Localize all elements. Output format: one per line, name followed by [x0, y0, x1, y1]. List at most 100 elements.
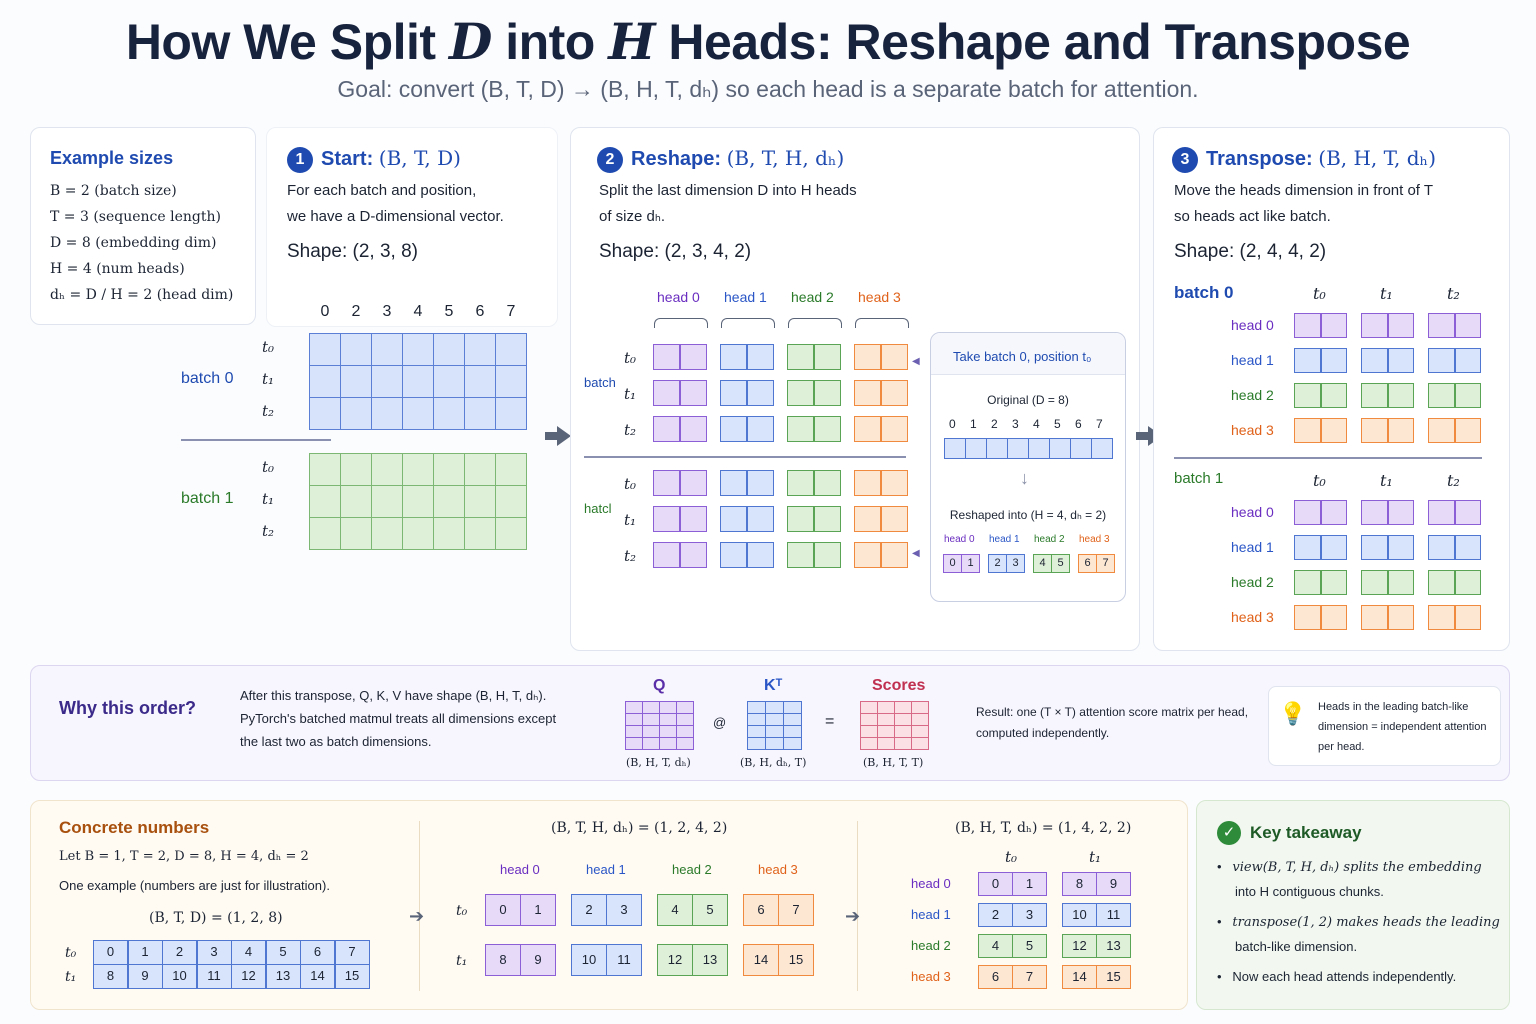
value-cell: 2 — [978, 903, 1013, 927]
grid-cell — [309, 453, 341, 486]
col-label: t₁ — [1380, 471, 1393, 490]
head-label: head 2 — [1034, 534, 1065, 545]
pair-cell — [1428, 418, 1455, 443]
pair-cell — [787, 344, 814, 370]
vector-cell — [1028, 438, 1050, 459]
value-cell: 5 — [1012, 934, 1047, 958]
step1-panel: 1 Start: (B, T, D) For each batch and pos… — [266, 127, 558, 327]
head-label: head 1 — [724, 289, 767, 305]
batch-label: hatcl — [584, 501, 612, 516]
pair-cell: 6 — [1078, 554, 1097, 573]
grid-cell — [309, 397, 341, 430]
grid-cell — [371, 397, 403, 430]
value-cell: 13 — [1096, 934, 1131, 958]
pair-cell — [1294, 500, 1321, 525]
example-title: Example sizes — [50, 148, 174, 168]
pair-cell: 0 — [943, 554, 962, 573]
pair-cell — [1387, 500, 1414, 525]
step2-desc: Split the last dimension D into H heads o… — [599, 182, 857, 225]
value-cell: 6 — [743, 894, 779, 926]
grid-cell — [495, 485, 527, 518]
col-label: t₀ — [1313, 471, 1326, 490]
pair-cell — [1428, 570, 1455, 595]
head-label: head 0 — [911, 876, 951, 891]
row-label: t₀ — [262, 458, 275, 476]
value-cell: 9 — [1096, 872, 1131, 896]
grid-cell — [340, 333, 372, 366]
pair-cell — [747, 506, 774, 532]
kt-cell — [747, 737, 766, 750]
pair-cell — [720, 344, 747, 370]
row-label: t₂ — [262, 402, 275, 420]
col-label: 4 — [413, 303, 423, 320]
pair-cell — [814, 470, 841, 496]
pair-cell — [1320, 605, 1347, 630]
vector-cell — [1091, 438, 1113, 459]
value-cell: 4 — [657, 894, 693, 926]
row-label: t₁ — [456, 953, 468, 969]
pair-cell — [814, 542, 841, 568]
pair-cell — [787, 416, 814, 442]
pair-cell — [720, 416, 747, 442]
grid-cell — [402, 517, 434, 550]
pair-cell — [1294, 348, 1321, 373]
pair-cell: 4 — [1033, 554, 1052, 573]
value-cell: 1 — [1012, 872, 1047, 896]
vector-cell — [1007, 438, 1029, 459]
pair-cell — [881, 344, 908, 370]
head-label: head 3 — [1231, 422, 1274, 438]
head-label: head 0 — [657, 289, 700, 305]
pair-cell — [881, 416, 908, 442]
pair-cell — [1454, 500, 1481, 525]
lightbulb-icon: 💡 — [1279, 701, 1307, 726]
row-label: t₀ — [624, 475, 637, 493]
row-label: t₀ — [456, 903, 468, 919]
pair-cell — [680, 416, 707, 442]
value-cell: 11 — [196, 964, 232, 989]
pair-cell — [1428, 605, 1455, 630]
pair-cell: 3 — [1006, 554, 1025, 573]
grid-cell — [340, 365, 372, 398]
pair-cell — [720, 380, 747, 406]
pair-cell — [720, 506, 747, 532]
head-label: head 1 — [989, 534, 1020, 545]
value-cell: 2 — [162, 940, 197, 965]
concrete-title: Concrete numbers — [59, 818, 210, 837]
arrow-icon: ➔ — [409, 906, 425, 926]
value-cell: 7 — [334, 940, 370, 965]
head-label: head 1 — [1231, 352, 1274, 368]
pair-cell — [1361, 348, 1388, 373]
pair-cell: 1 — [961, 554, 980, 573]
value-cell: 15 — [334, 964, 370, 989]
head-label: head 0 — [944, 534, 975, 545]
col-label: t₂ — [1447, 284, 1460, 303]
pair-cell — [1294, 570, 1321, 595]
pair-cell — [1387, 605, 1414, 630]
pair-cell — [814, 506, 841, 532]
pair-cell — [1320, 418, 1347, 443]
grid-cell — [433, 453, 465, 486]
pair-cell — [1294, 383, 1321, 408]
value-cell: 8 — [93, 964, 128, 989]
col-label: 5 — [444, 303, 454, 320]
value-cell: 7 — [778, 894, 814, 926]
pair-cell — [1454, 605, 1481, 630]
pair-cell — [1320, 500, 1347, 525]
q-shape: (B, H, T, dₕ) — [626, 756, 691, 769]
grid-cell — [371, 485, 403, 518]
brace-icon — [855, 318, 909, 328]
pair-cell — [1361, 383, 1388, 408]
divider — [584, 456, 906, 458]
q-cell — [676, 737, 694, 750]
col-label: 7 — [1096, 417, 1103, 431]
q-label: Q — [653, 677, 666, 694]
vector-cell — [1049, 438, 1071, 459]
pair-cell — [1361, 535, 1388, 560]
value-cell: 0 — [978, 872, 1013, 896]
step1-shape: Shape: (2, 3, 8) — [287, 241, 418, 262]
pair-cell — [854, 506, 881, 532]
divider — [1174, 457, 1482, 459]
pair-cell — [653, 344, 680, 370]
head-label: head 3 — [911, 969, 951, 984]
